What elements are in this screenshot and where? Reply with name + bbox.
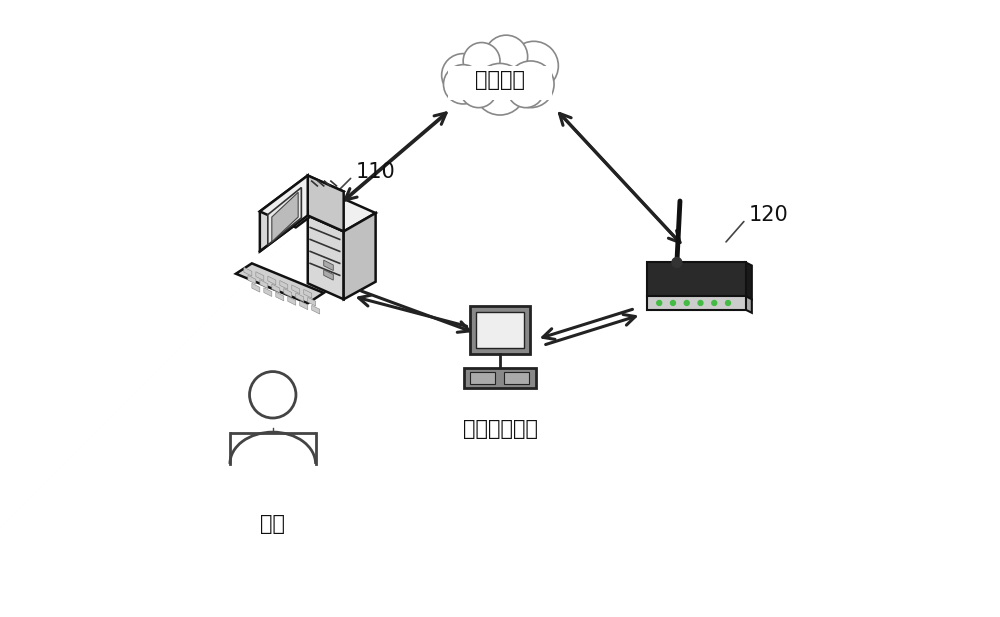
Circle shape xyxy=(460,71,497,107)
Circle shape xyxy=(467,46,526,104)
Bar xyxy=(470,306,530,354)
Circle shape xyxy=(507,71,544,107)
Bar xyxy=(448,66,552,100)
Polygon shape xyxy=(308,297,316,306)
Polygon shape xyxy=(244,267,252,276)
Polygon shape xyxy=(268,188,301,245)
Polygon shape xyxy=(288,297,296,305)
Polygon shape xyxy=(260,280,268,289)
Text: 110: 110 xyxy=(356,162,395,182)
Circle shape xyxy=(726,300,730,305)
Polygon shape xyxy=(312,305,320,314)
Polygon shape xyxy=(746,262,752,299)
Polygon shape xyxy=(324,260,333,270)
Polygon shape xyxy=(268,276,276,285)
Circle shape xyxy=(712,300,717,305)
Circle shape xyxy=(474,64,526,115)
Polygon shape xyxy=(280,281,288,289)
Circle shape xyxy=(443,65,483,104)
Polygon shape xyxy=(292,285,300,294)
Polygon shape xyxy=(252,283,260,292)
Bar xyxy=(647,296,746,310)
Circle shape xyxy=(250,371,296,418)
Bar xyxy=(464,368,536,387)
Circle shape xyxy=(684,300,689,305)
Polygon shape xyxy=(300,301,308,310)
Polygon shape xyxy=(272,284,280,293)
Polygon shape xyxy=(236,263,324,304)
Circle shape xyxy=(657,300,662,305)
Polygon shape xyxy=(746,296,752,313)
Polygon shape xyxy=(308,215,344,299)
Polygon shape xyxy=(284,289,292,297)
Bar xyxy=(470,371,495,384)
Bar xyxy=(647,262,746,296)
Polygon shape xyxy=(272,193,298,242)
Bar xyxy=(476,312,524,347)
Circle shape xyxy=(507,61,554,107)
Text: 网络连接: 网络连接 xyxy=(475,70,525,90)
Polygon shape xyxy=(308,175,344,231)
Polygon shape xyxy=(344,213,376,299)
Polygon shape xyxy=(264,288,272,297)
Polygon shape xyxy=(256,271,264,281)
Circle shape xyxy=(463,43,500,80)
Circle shape xyxy=(485,35,528,78)
Polygon shape xyxy=(304,289,312,298)
Polygon shape xyxy=(308,197,376,231)
Polygon shape xyxy=(248,275,256,284)
Polygon shape xyxy=(296,293,304,302)
Polygon shape xyxy=(324,270,333,280)
Circle shape xyxy=(442,54,485,97)
Text: 用户: 用户 xyxy=(260,514,285,534)
Text: 120: 120 xyxy=(749,205,789,225)
Polygon shape xyxy=(260,175,308,251)
Circle shape xyxy=(509,41,558,91)
Circle shape xyxy=(698,300,703,305)
Circle shape xyxy=(672,257,682,267)
Polygon shape xyxy=(260,175,344,228)
Text: 有线端口链接: 有线端口链接 xyxy=(462,419,538,439)
Bar xyxy=(504,371,529,384)
Circle shape xyxy=(671,300,675,305)
Polygon shape xyxy=(276,292,284,301)
